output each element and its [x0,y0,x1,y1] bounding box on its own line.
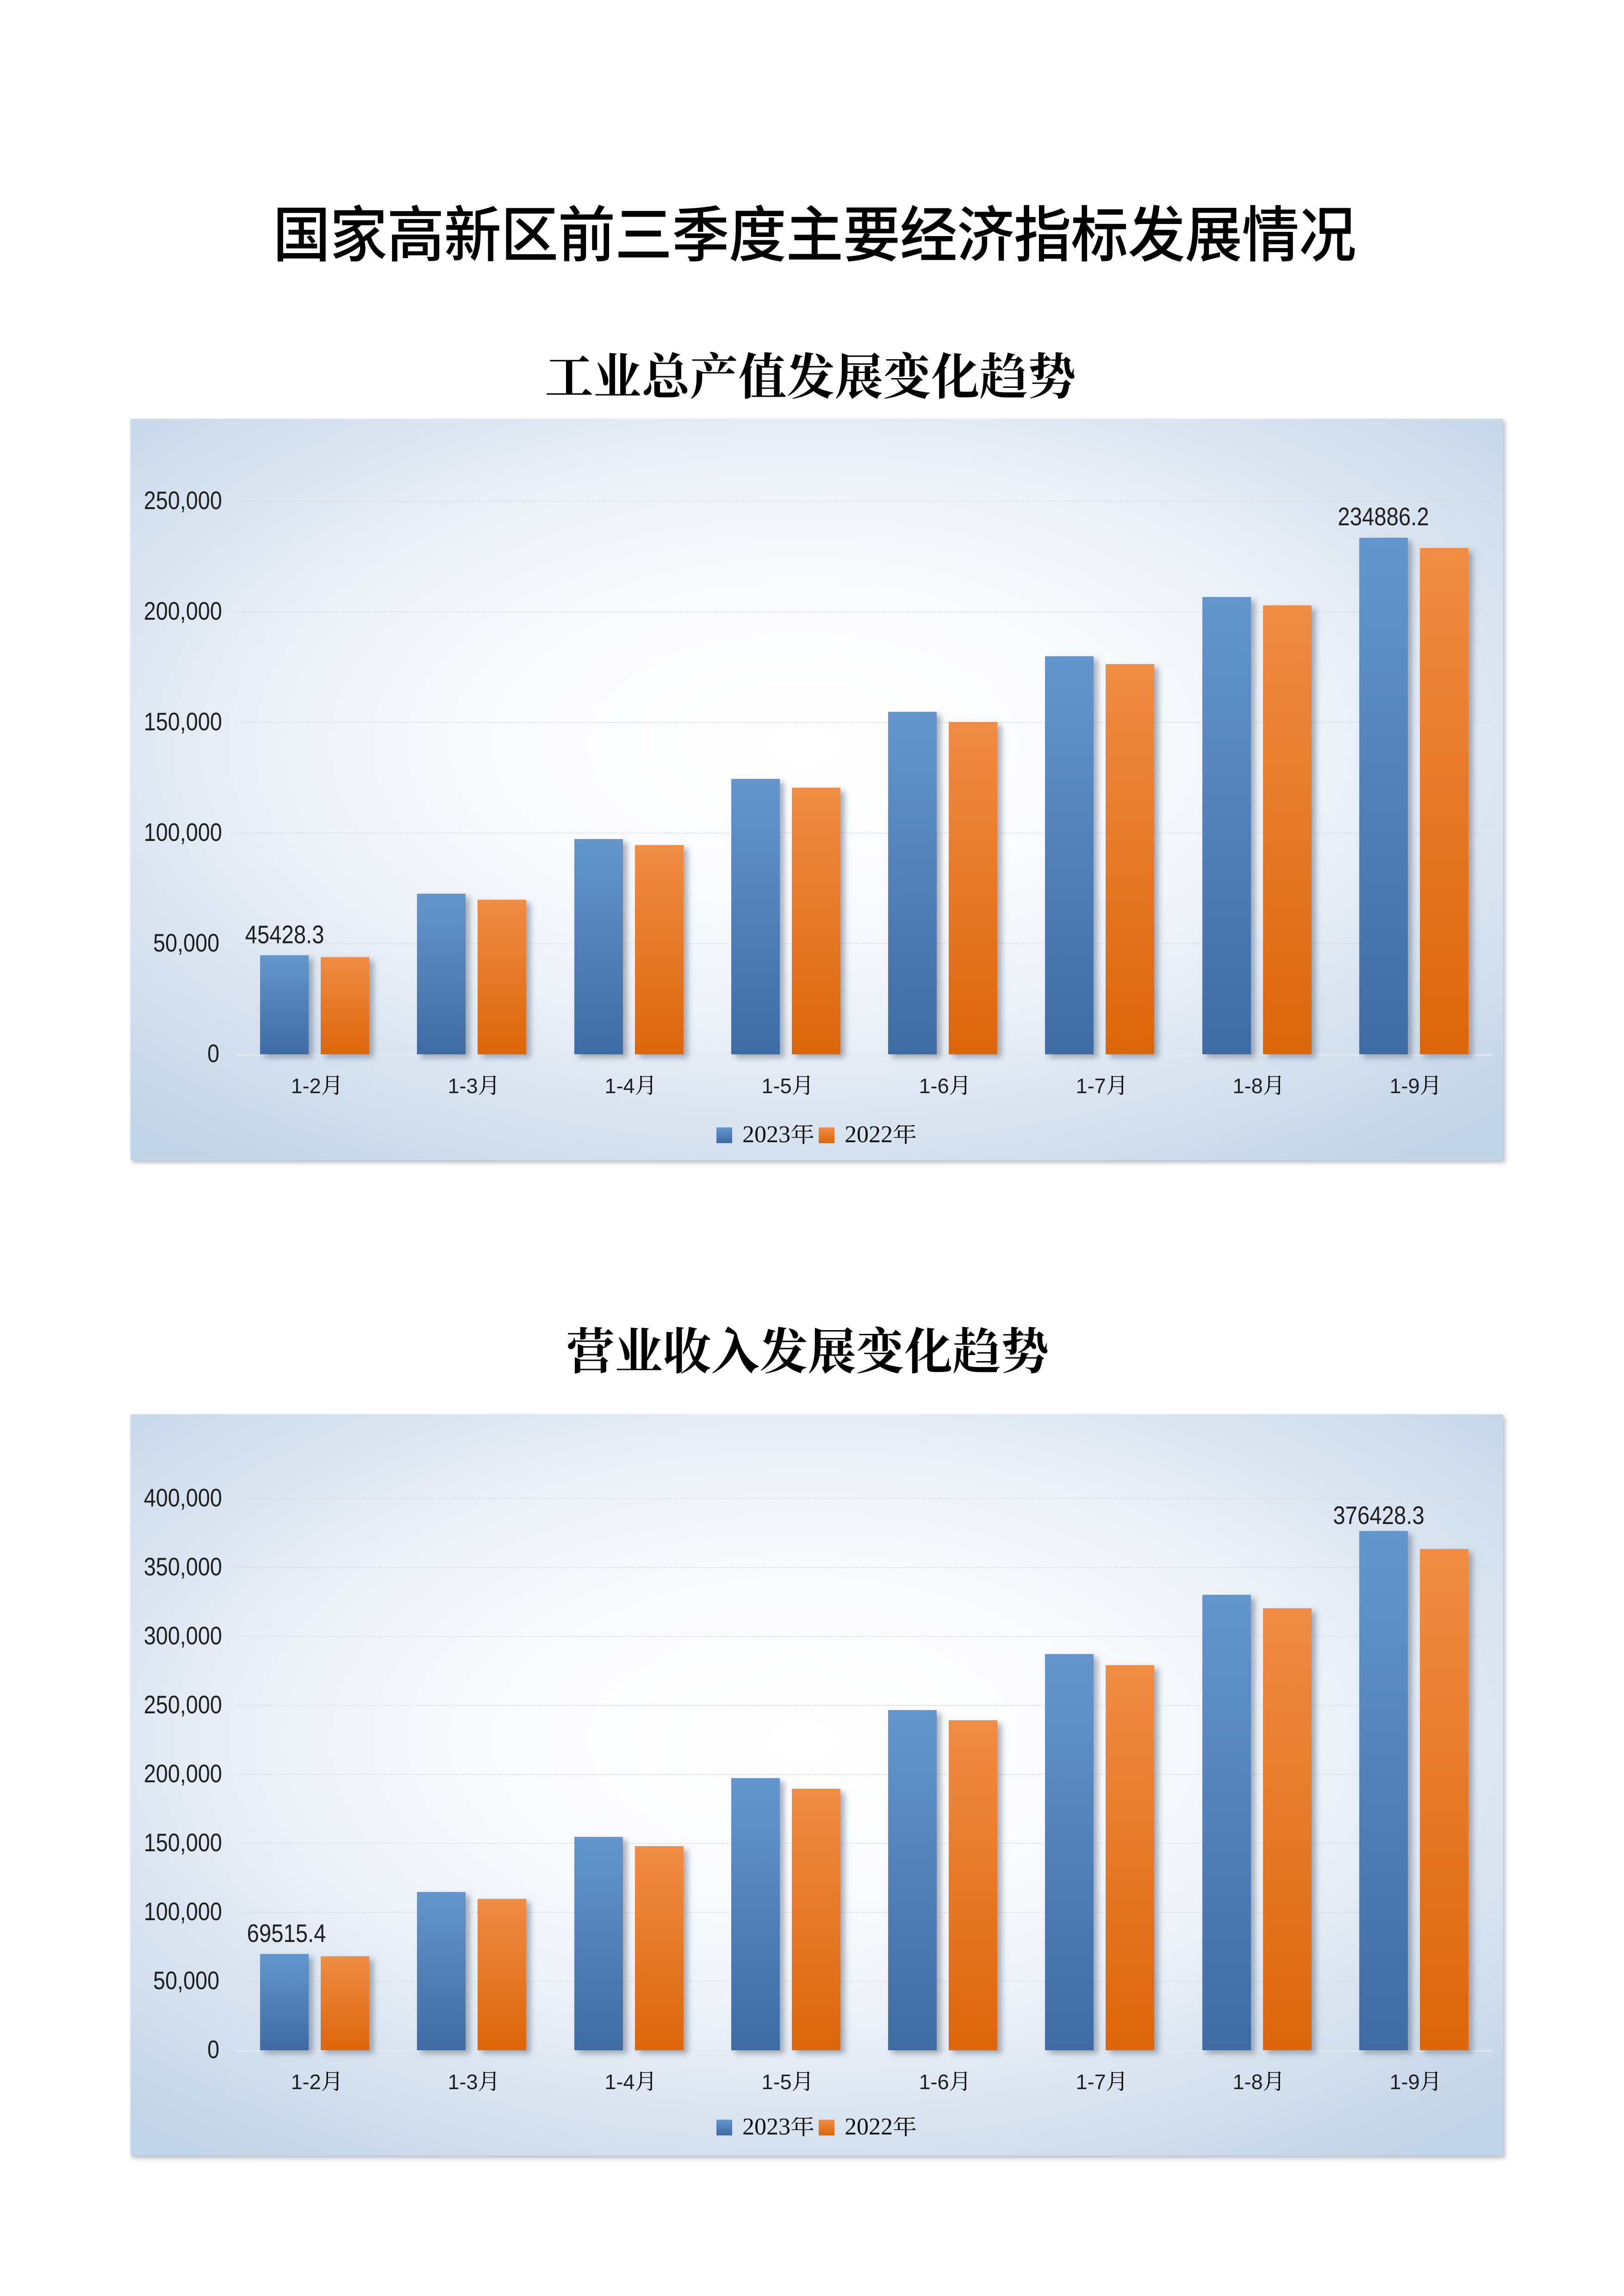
svg-text:1-5: 1-5 [762,2070,792,2094]
svg-text:2023: 2023 [742,1125,790,1148]
svg-text:1-6: 1-6 [919,1074,949,1098]
svg-text:1-2: 1-2 [291,1074,321,1098]
svg-text:1-3: 1-3 [448,1074,478,1098]
svg-text:1-6: 1-6 [919,2070,949,2094]
svg-text:1-5: 1-5 [762,1074,792,1098]
svg-text:1-9: 1-9 [1390,1074,1420,1098]
svg-text:2022: 2022 [845,2117,893,2140]
svg-text:1-8: 1-8 [1233,1074,1263,1098]
svg-text:1-2: 1-2 [291,2070,321,2094]
svg-text:1-4: 1-4 [605,1074,635,1098]
svg-text:1-7: 1-7 [1076,2070,1106,2094]
svg-text:1-4: 1-4 [605,2070,635,2094]
svg-text:2023: 2023 [742,2117,790,2140]
svg-text:1-9: 1-9 [1390,2070,1420,2094]
svg-text:1-3: 1-3 [448,2070,478,2094]
svg-text:2022: 2022 [845,1125,893,1148]
svg-text:1-8: 1-8 [1233,2070,1263,2094]
svg-text:1-7: 1-7 [1076,1074,1106,1098]
